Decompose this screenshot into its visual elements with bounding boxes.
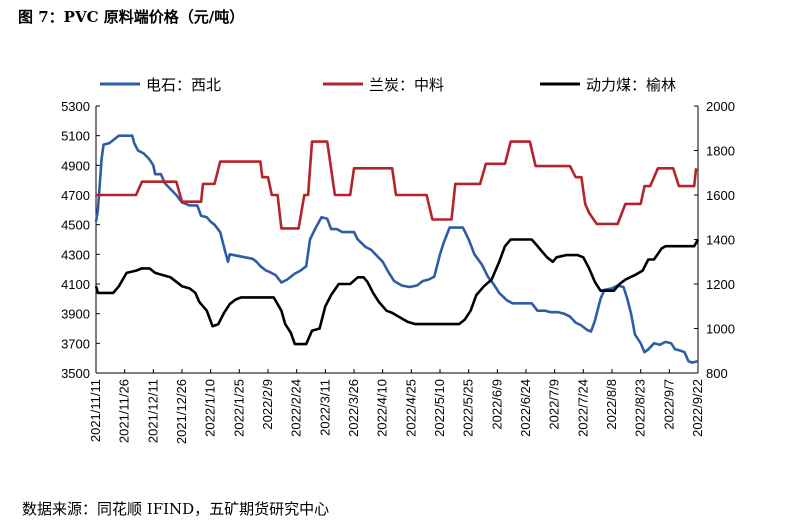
series-line-2 bbox=[96, 140, 698, 230]
figure-title: 图 7：PVC 原料端价格（元/吨） bbox=[18, 8, 245, 26]
chart: 电石：西北 兰炭：中料 动力煤：榆林 3500 3700 3900 4100 4300 450… bbox=[61, 76, 735, 444]
right-tick-label: 1600 bbox=[706, 188, 735, 203]
left-tick-label: 4500 bbox=[61, 218, 90, 233]
x-tick-label: 2022/1/10 bbox=[203, 379, 218, 437]
x-tick-label: 2022/8/23 bbox=[633, 379, 648, 437]
right-axis-ticks: 800 1000 1200 1400 1600 1800 2000 bbox=[694, 99, 735, 381]
right-tick-label: 1800 bbox=[706, 144, 735, 159]
left-tick-label: 4300 bbox=[61, 247, 90, 262]
x-tick-label: 2022/7/9 bbox=[547, 379, 562, 430]
right-tick-label: 1200 bbox=[706, 277, 735, 292]
left-axis-ticks: 3500 3700 3900 4100 4300 4500 4700 4900 5100 5300 bbox=[61, 99, 100, 381]
x-tick-label: 2022/6/24 bbox=[518, 379, 533, 437]
x-tick-label: 2022/5/25 bbox=[461, 379, 476, 437]
series-line-3 bbox=[94, 238, 700, 346]
x-tick-label: 2022/8/8 bbox=[604, 379, 619, 430]
source-note: 数据来源：同花顺 IFIND，五矿期货研究中心 bbox=[22, 500, 330, 518]
x-tick-label: 2022/2/24 bbox=[289, 379, 304, 437]
left-tick-label: 4700 bbox=[61, 188, 90, 203]
x-tick-label: 2022/3/11 bbox=[317, 379, 332, 436]
left-tick-label: 5100 bbox=[61, 129, 90, 144]
left-tick-label: 3900 bbox=[61, 307, 90, 322]
series-line-1 bbox=[94, 134, 699, 364]
x-tick-label: 2022/9/7 bbox=[661, 379, 676, 430]
left-tick-label: 4900 bbox=[61, 158, 90, 173]
left-tick-label: 3500 bbox=[61, 366, 90, 381]
x-tick-label: 2022/5/10 bbox=[432, 379, 447, 437]
right-tick-label: 800 bbox=[706, 366, 728, 381]
legend: 电石：西北 兰炭：中料 动力煤：榆林 bbox=[100, 76, 676, 94]
x-tick-label: 2022/3/26 bbox=[346, 379, 361, 437]
x-tick-label: 2021/11/26 bbox=[117, 379, 132, 443]
x-tick-label: 2021/11/11 bbox=[88, 379, 103, 442]
x-tick-label: 2022/4/25 bbox=[403, 379, 418, 437]
series-lines bbox=[94, 134, 700, 364]
axes bbox=[95, 106, 699, 374]
x-tick-label: 2022/9/22 bbox=[690, 379, 705, 437]
x-tick-label: 2022/6/9 bbox=[489, 379, 504, 430]
legend-label-1: 电石：西北 bbox=[146, 76, 221, 94]
left-tick-label: 3700 bbox=[61, 336, 90, 351]
x-tick-label: 2022/2/9 bbox=[260, 379, 275, 430]
x-tick-label: 2022/4/10 bbox=[375, 379, 390, 437]
x-tick-label: 2021/12/11 bbox=[145, 379, 160, 443]
right-tick-label: 2000 bbox=[706, 99, 735, 114]
legend-label-3: 动力煤：榆林 bbox=[586, 76, 676, 94]
right-tick-label: 1000 bbox=[706, 322, 735, 337]
left-tick-label: 4100 bbox=[61, 277, 90, 292]
right-tick-label: 1400 bbox=[706, 233, 735, 248]
x-tick-label: 2021/12/26 bbox=[174, 379, 189, 444]
legend-label-2: 兰炭：中料 bbox=[369, 76, 444, 94]
x-tick-label: 2022/7/24 bbox=[575, 379, 590, 437]
x-axis-ticks: 2021/11/11 2021/11/26 2021/12/11 2021/12/26… bbox=[88, 369, 705, 444]
left-tick-label: 5300 bbox=[61, 99, 90, 114]
x-tick-label: 2022/1/25 bbox=[231, 379, 246, 437]
